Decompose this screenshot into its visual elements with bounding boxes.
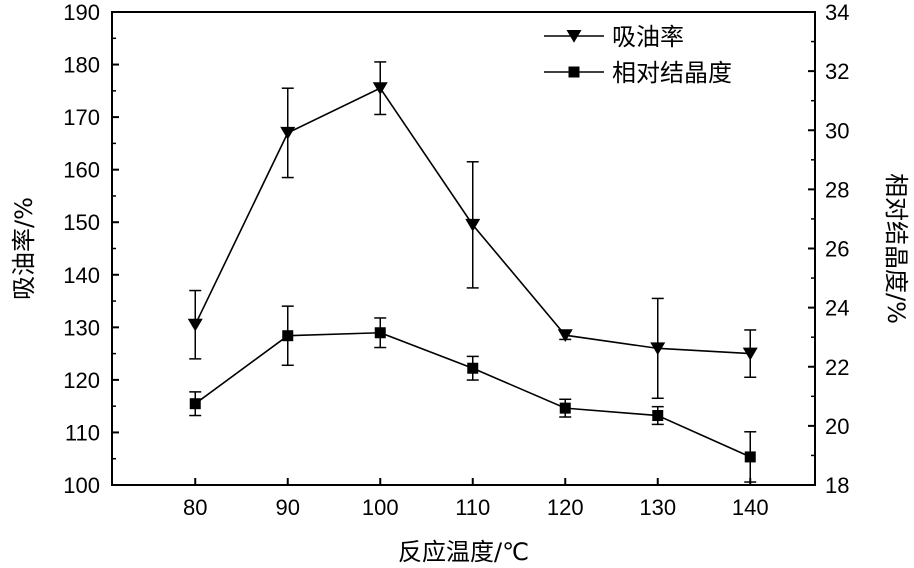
y-left-tick-label: 120 xyxy=(63,368,100,393)
data-point xyxy=(374,327,386,339)
legend-item-oil-absorption: 吸油率 xyxy=(544,23,684,51)
y-right-tick-label: 30 xyxy=(825,118,849,143)
y-left-tick-label: 150 xyxy=(63,210,100,235)
data-point xyxy=(372,82,388,95)
series-crystallinity xyxy=(189,305,757,483)
y-right-tick-label: 32 xyxy=(825,59,849,84)
x-tick-label: 80 xyxy=(183,495,207,520)
series-line xyxy=(194,331,751,458)
legend-marker xyxy=(566,30,582,43)
data-point xyxy=(189,398,201,410)
y-left-tick-label: 110 xyxy=(65,420,100,445)
y-right-tick-label: 28 xyxy=(825,177,849,202)
y-left-tick-label: 190 xyxy=(63,0,100,25)
data-point xyxy=(650,342,666,356)
x-tick-label: 110 xyxy=(455,495,490,520)
data-point xyxy=(465,218,481,232)
y-right-tick-label: 26 xyxy=(825,237,849,262)
y-right-tick-label: 20 xyxy=(825,414,849,439)
x-tick-label: 100 xyxy=(362,495,399,520)
y-axis-right-title: 相对结晶度/% xyxy=(882,173,910,324)
x-tick-label: 90 xyxy=(276,495,300,520)
legend-item-crystallinity: 相对结晶度 xyxy=(544,59,732,87)
y-left-tick-label: 180 xyxy=(63,53,100,78)
data-point xyxy=(652,410,664,422)
y-axis-left-title: 吸油率/% xyxy=(10,197,38,300)
data-point xyxy=(282,330,294,342)
data-point xyxy=(559,402,571,414)
y-left-tick-label: 100 xyxy=(63,473,100,498)
y-right-tick-label: 18 xyxy=(825,473,849,498)
data-point xyxy=(467,362,479,374)
y-left-tick-label: 140 xyxy=(63,263,100,288)
x-axis-title: 反应温度/℃ xyxy=(398,538,529,566)
data-point xyxy=(280,126,296,140)
y-right-tick-label: 22 xyxy=(825,355,849,380)
y-right-tick-label: 34 xyxy=(825,0,849,25)
legend-label: 吸油率 xyxy=(612,23,684,51)
x-tick-label: 140 xyxy=(732,495,769,520)
y-right-tick-label: 24 xyxy=(825,296,849,321)
data-point xyxy=(744,451,756,463)
y-left-tick-label: 130 xyxy=(63,315,100,340)
axes: 80 90 100 110 120 130 140 100 110 120 130 140 150 160… xyxy=(63,0,849,520)
data-point xyxy=(742,347,758,361)
series-layer xyxy=(187,61,758,483)
legend-marker xyxy=(568,66,580,78)
data-point xyxy=(557,329,573,342)
data-point xyxy=(187,318,203,332)
x-tick-label: 130 xyxy=(639,495,676,520)
legend-label: 相对结晶度 xyxy=(612,59,732,87)
y-left-tick-label: 160 xyxy=(63,158,100,183)
y-left-tick-label: 170 xyxy=(63,105,100,130)
series-oil-absorption xyxy=(187,61,758,400)
x-tick-label: 120 xyxy=(547,495,584,520)
